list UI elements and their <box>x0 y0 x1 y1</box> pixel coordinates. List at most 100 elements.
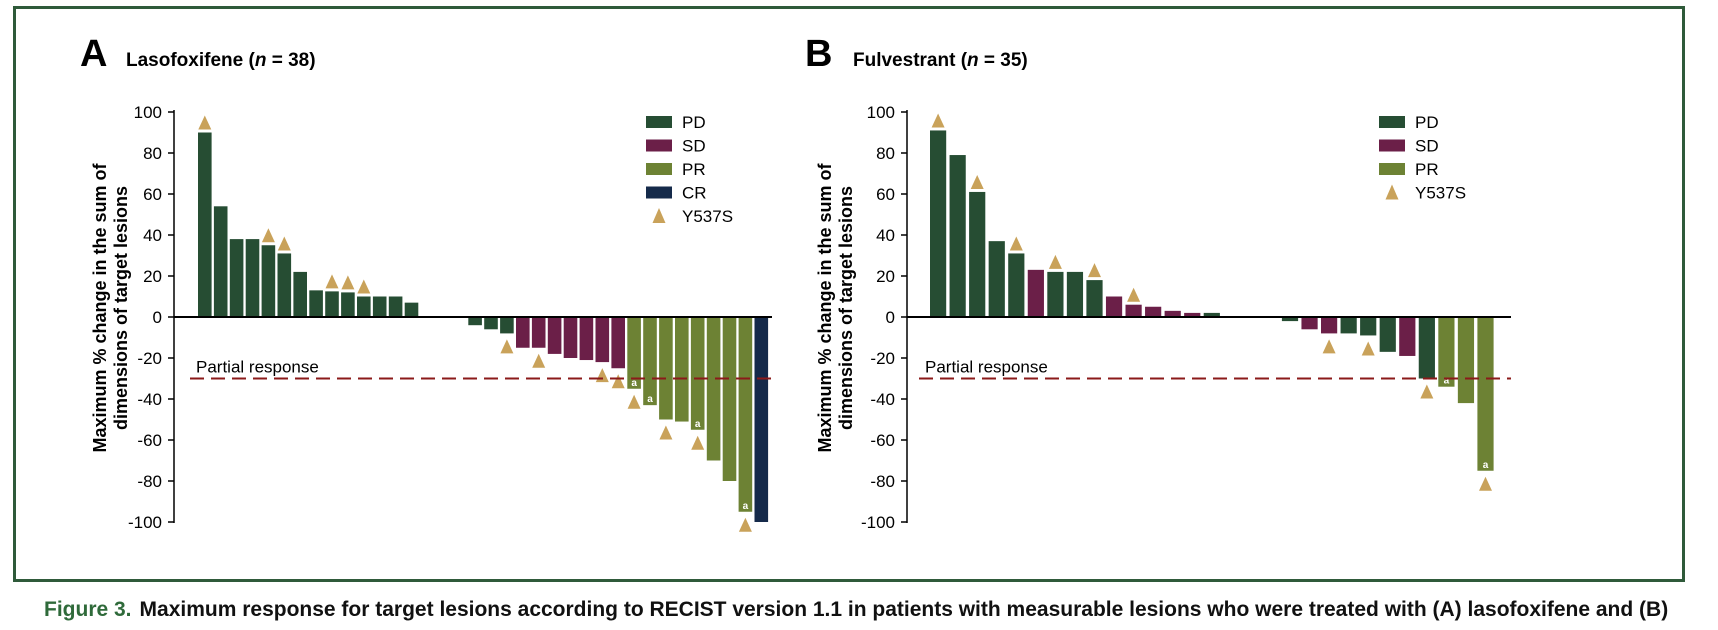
a-bar <box>325 291 339 317</box>
a-y537s-marker <box>627 394 641 409</box>
b-bar <box>1281 317 1299 322</box>
b-y537s-marker <box>1361 341 1375 356</box>
a-y537s-marker <box>691 435 705 450</box>
a-y537s-marker <box>500 339 514 354</box>
a-legend-label-PD: PD <box>682 113 706 132</box>
b-bar <box>1457 317 1475 404</box>
b-tick-label-80: 80 <box>876 144 895 163</box>
b-bar <box>1105 296 1123 317</box>
b-legend-swatch-PR <box>1379 163 1405 175</box>
a-tick-label--80: -80 <box>137 472 162 491</box>
a-tick-label-60: 60 <box>143 185 162 204</box>
a-tick-label--20: -20 <box>137 349 162 368</box>
a-tick-label-100: 100 <box>134 103 162 122</box>
b-tick-label-100: 100 <box>867 103 895 122</box>
a-bar <box>213 206 228 317</box>
a-y537s-marker <box>611 374 625 389</box>
b-legend-swatch-Y537S <box>1385 184 1399 200</box>
a-bar <box>722 317 737 481</box>
b-y537s-marker <box>1127 287 1141 302</box>
a-tick-label-80: 80 <box>143 144 162 163</box>
panel-b-title-drug: Fulvestrant <box>853 50 956 71</box>
b-bar <box>1066 271 1084 317</box>
b-tick-label--40: -40 <box>870 390 895 409</box>
a-bar <box>706 317 721 461</box>
a-legend-swatch-Y537S <box>652 208 666 223</box>
a-bar <box>468 317 482 326</box>
a-bar <box>388 296 403 317</box>
b-bar <box>1203 312 1220 317</box>
a-note-label: a <box>647 394 653 405</box>
a-note-label: a <box>631 378 637 389</box>
a-bar <box>229 239 244 317</box>
b-bar <box>1164 310 1181 317</box>
a-bar <box>341 292 355 317</box>
panel-b-title-n-text: = 35) <box>979 50 1028 71</box>
a-bar <box>500 317 514 334</box>
a-tick-label--60: -60 <box>137 431 162 450</box>
panel-b-ylabel-line2: dimensions of target lesions <box>836 186 856 430</box>
panel-a-chart: A Lasofoxifene (n = 38) Maximum % change… <box>80 33 772 532</box>
b-bar <box>1360 317 1377 336</box>
b-bar <box>949 155 966 317</box>
a-legend-swatch-CR <box>646 186 672 199</box>
b-note-label: a <box>1444 376 1450 387</box>
a-y537s-marker <box>198 115 212 130</box>
a-bar <box>675 317 689 422</box>
b-bar <box>1145 306 1162 317</box>
b-legend-swatch-PD <box>1379 116 1405 128</box>
panel-a-title-open: ( <box>243 50 255 71</box>
b-legend-label-PR: PR <box>1415 160 1439 179</box>
a-bar <box>484 317 498 330</box>
b-bar <box>1321 317 1338 334</box>
a-bar <box>516 317 530 348</box>
b-bar <box>1301 317 1318 330</box>
a-note-label: a <box>695 419 701 430</box>
b-bar <box>1086 280 1103 317</box>
b-bar <box>1438 317 1455 387</box>
a-legend-label-PR: PR <box>682 160 706 179</box>
panel-a-title-n-text: = 38) <box>266 50 315 71</box>
b-bar <box>1399 317 1416 356</box>
a-bar <box>198 132 212 317</box>
a-bar <box>754 317 769 522</box>
a-legend-label-CR: CR <box>682 184 707 203</box>
a-bar <box>579 317 594 361</box>
a-bar <box>643 317 657 406</box>
a-y537s-marker <box>261 228 275 243</box>
panel-b-letter: B <box>805 33 832 75</box>
b-note-label: a <box>1483 460 1489 471</box>
a-bar <box>531 317 546 348</box>
b-bar <box>1027 269 1044 317</box>
a-legend-swatch-PD <box>646 116 672 128</box>
a-bar <box>357 296 371 317</box>
panel-a-letter: A <box>80 33 107 75</box>
caption-text: Maximum response for target lesions acco… <box>139 598 1669 621</box>
b-bar <box>1047 271 1064 317</box>
figure-frame: A Lasofoxifene (n = 38) Maximum % change… <box>13 6 1685 582</box>
b-bar <box>1340 317 1357 334</box>
a-y537s-marker <box>341 275 355 290</box>
panel-a-title: Lasofoxifene (n = 38) <box>126 50 316 71</box>
b-bar <box>1418 317 1435 379</box>
b-legend-swatch-SD <box>1379 139 1405 152</box>
a-bar <box>547 317 562 354</box>
a-y537s-marker <box>659 425 673 440</box>
a-tick-label--100: -100 <box>128 513 162 532</box>
a-legend-label-Y537S: Y537S <box>682 207 733 226</box>
b-y537s-marker <box>1009 236 1023 251</box>
panel-a-ylabel-line2: dimensions of target lesions <box>111 186 131 430</box>
panel-b-ylabel-line1: Maximum % change in the sum of <box>815 162 835 452</box>
b-y537s-marker <box>970 174 984 189</box>
b-bar <box>1477 317 1494 471</box>
b-bar <box>1008 253 1025 317</box>
a-legend-swatch-SD <box>646 139 672 152</box>
b-bar <box>969 191 986 317</box>
a-bar <box>738 317 753 512</box>
a-note-label: a <box>743 501 749 512</box>
b-tick-label--80: -80 <box>870 472 895 491</box>
a-bar <box>404 302 419 317</box>
panel-a-title-drug: Lasofoxifene <box>126 50 243 71</box>
caption-label: Figure 3. <box>44 598 132 621</box>
a-bar <box>261 245 276 317</box>
